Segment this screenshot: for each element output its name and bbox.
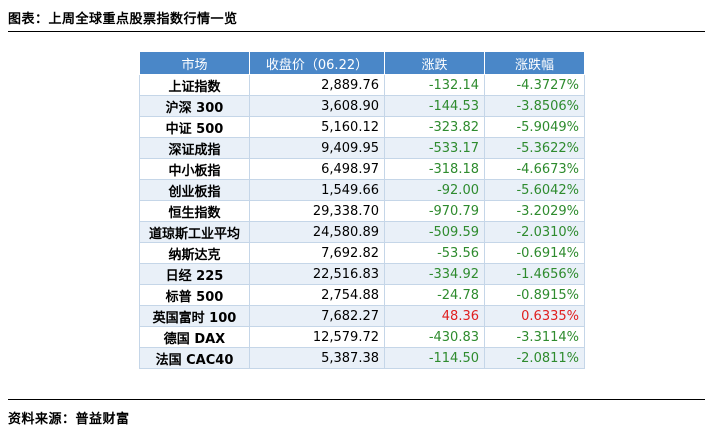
close-cell: 5,160.12 (249, 116, 385, 138)
header-market: 市场 (139, 51, 250, 75)
change-cell: -144.53 (384, 95, 485, 117)
change-pct-cell: -0.6914% (484, 242, 585, 264)
market-cell: 日经 225 (139, 263, 250, 285)
header-close: 收盘价（06.22） (249, 51, 385, 75)
market-cell: 道琼斯工业平均 (139, 221, 250, 243)
close-cell: 5,387.38 (249, 347, 385, 369)
change-pct-cell: -4.3727% (484, 74, 585, 96)
table-row: 创业板指 1,549.66 -92.00 -5.6042% (139, 179, 585, 201)
change-pct-cell: -5.3622% (484, 137, 585, 159)
market-cell: 沪深 300 (139, 95, 250, 117)
market-cell: 法国 CAC40 (139, 347, 250, 369)
change-pct-cell: -2.0310% (484, 221, 585, 243)
change-cell: -323.82 (384, 116, 485, 138)
close-cell: 22,516.83 (249, 263, 385, 285)
change-pct-cell: -5.9049% (484, 116, 585, 138)
table-row: 英国富时 100 7,682.27 48.36 0.6335% (139, 305, 585, 327)
close-cell: 6,498.97 (249, 158, 385, 180)
index-quotes-table: 市场 收盘价（06.22） 涨跌 涨跌幅 上证指数 2,889.76 -132.14… (139, 51, 585, 369)
market-cell: 英国富时 100 (139, 305, 250, 327)
close-cell: 2,754.88 (249, 284, 385, 306)
close-cell: 1,549.66 (249, 179, 385, 201)
change-pct-cell: -3.8506% (484, 95, 585, 117)
source-note: 资料来源：普益财富 (8, 412, 130, 427)
market-cell: 中小板指 (139, 158, 250, 180)
table-row: 道琼斯工业平均 24,580.89 -509.59 -2.0310% (139, 221, 585, 243)
close-cell: 9,409.95 (249, 137, 385, 159)
market-cell: 创业板指 (139, 179, 250, 201)
header-change: 涨跌 (384, 51, 485, 75)
top-rule (8, 31, 705, 32)
change-cell: -533.17 (384, 137, 485, 159)
table-row: 纳斯达克 7,692.82 -53.56 -0.6914% (139, 242, 585, 264)
close-cell: 12,579.72 (249, 326, 385, 348)
change-cell: -114.50 (384, 347, 485, 369)
table-row: 标普 500 2,754.88 -24.78 -0.8915% (139, 284, 585, 306)
change-cell: -24.78 (384, 284, 485, 306)
header-change-pct: 涨跌幅 (484, 51, 585, 75)
table-row: 法国 CAC40 5,387.38 -114.50 -2.0811% (139, 347, 585, 369)
change-pct-cell: -5.6042% (484, 179, 585, 201)
table-header-row: 市场 收盘价（06.22） 涨跌 涨跌幅 (139, 51, 585, 75)
close-cell: 29,338.70 (249, 200, 385, 222)
market-cell: 德国 DAX (139, 326, 250, 348)
market-cell: 恒生指数 (139, 200, 250, 222)
change-pct-cell: -0.8915% (484, 284, 585, 306)
close-cell: 2,889.76 (249, 74, 385, 96)
change-pct-cell: -2.0811% (484, 347, 585, 369)
close-cell: 24,580.89 (249, 221, 385, 243)
bottom-rule (8, 399, 705, 400)
change-cell: -92.00 (384, 179, 485, 201)
change-cell: 48.36 (384, 305, 485, 327)
figure-title: 图表：上周全球重点股票指数行情一览 (8, 12, 238, 27)
table-row: 日经 225 22,516.83 -334.92 -1.4656% (139, 263, 585, 285)
change-cell: -430.83 (384, 326, 485, 348)
change-cell: -334.92 (384, 263, 485, 285)
change-cell: -132.14 (384, 74, 485, 96)
change-pct-cell: -4.6673% (484, 158, 585, 180)
change-cell: -509.59 (384, 221, 485, 243)
table-row: 中小板指 6,498.97 -318.18 -4.6673% (139, 158, 585, 180)
change-cell: -970.79 (384, 200, 485, 222)
change-pct-cell: -3.3114% (484, 326, 585, 348)
change-pct-cell: 0.6335% (484, 305, 585, 327)
table-row: 沪深 300 3,608.90 -144.53 -3.8506% (139, 95, 585, 117)
change-cell: -318.18 (384, 158, 485, 180)
close-cell: 3,608.90 (249, 95, 385, 117)
market-cell: 深证成指 (139, 137, 250, 159)
table-row: 恒生指数 29,338.70 -970.79 -3.2029% (139, 200, 585, 222)
change-pct-cell: -3.2029% (484, 200, 585, 222)
market-cell: 纳斯达克 (139, 242, 250, 264)
market-cell: 中证 500 (139, 116, 250, 138)
close-cell: 7,692.82 (249, 242, 385, 264)
market-cell: 标普 500 (139, 284, 250, 306)
table-row: 德国 DAX 12,579.72 -430.83 -3.3114% (139, 326, 585, 348)
table-row: 上证指数 2,889.76 -132.14 -4.3727% (139, 74, 585, 96)
change-cell: -53.56 (384, 242, 485, 264)
market-cell: 上证指数 (139, 74, 250, 96)
table-row: 深证成指 9,409.95 -533.17 -5.3622% (139, 137, 585, 159)
close-cell: 7,682.27 (249, 305, 385, 327)
table-row: 中证 500 5,160.12 -323.82 -5.9049% (139, 116, 585, 138)
change-pct-cell: -1.4656% (484, 263, 585, 285)
